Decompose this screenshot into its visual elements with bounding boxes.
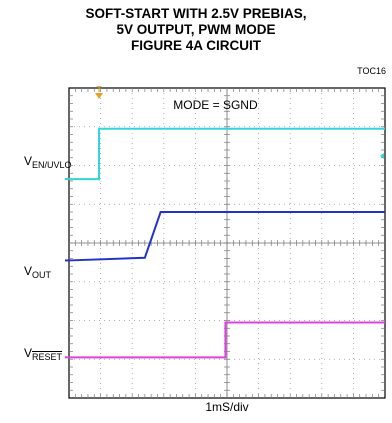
chart-title-line-1: SOFT-START WITH 2.5V PREBIAS, (85, 6, 307, 21)
vreset-label-main: V (24, 346, 33, 360)
vreset-label: VRESET (24, 346, 62, 362)
trigger-level-marker (380, 152, 384, 159)
vout-label-main: V (24, 264, 33, 278)
trigger-position-marker (95, 93, 104, 99)
figure-id: TOC16 (357, 66, 386, 76)
vout-trace (68, 211, 385, 262)
x-axis-label: 1mS/div (205, 400, 248, 414)
chart-title-line-3: FIGURE 4A CIRCUIT (130, 38, 261, 53)
vout-label: VOUT (24, 264, 51, 280)
trigger-marker-label: T (97, 85, 102, 94)
chart-title-line-2: 5V OUTPUT, PWM MODE (116, 22, 276, 37)
ven-trace (69, 127, 385, 181)
ven-label-sub: EN/UVLO (32, 160, 72, 170)
mode-annotation: MODE = SGND (173, 98, 258, 112)
vout-label-sub: OUT (32, 270, 52, 280)
vreset-label-sub: RESET (32, 352, 63, 362)
ven-label-main: V (24, 154, 33, 168)
ven-uvlo-label: VEN/UVLO (24, 154, 72, 170)
vreset-trace (69, 321, 385, 359)
